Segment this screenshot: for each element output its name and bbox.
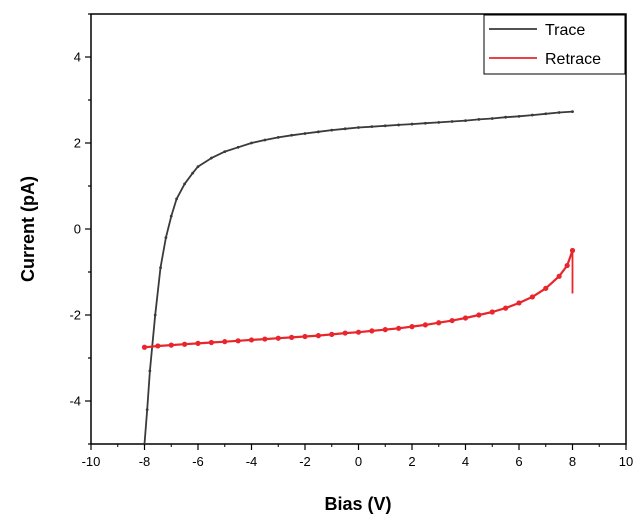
data-point-retrace: [355, 329, 362, 335]
data-point-retrace: [564, 262, 570, 269]
data-point-retrace: [222, 339, 228, 345]
legend-label-retrace: Retrace: [545, 51, 601, 68]
data-point-trace: [530, 113, 534, 117]
x-tick-label: 0: [355, 454, 362, 469]
data-point-retrace: [208, 339, 214, 346]
data-point-retrace: [449, 317, 455, 324]
data-point-retrace: [396, 325, 402, 331]
data-point-retrace: [503, 305, 509, 311]
legend: Trace Retrace: [483, 14, 626, 75]
y-tick-label: 0: [74, 222, 81, 237]
x-tick-label: -8: [139, 454, 151, 469]
y-tick-label: 2: [74, 136, 81, 151]
data-point-retrace: [436, 320, 442, 326]
plot-frame: [90, 13, 627, 445]
data-point-trace: [557, 111, 561, 114]
data-point-retrace: [235, 338, 241, 344]
data-point-trace: [196, 165, 200, 169]
data-point-trace: [263, 138, 267, 142]
data-point-trace: [397, 123, 401, 127]
y-axis-label: Current (pA): [18, 176, 38, 282]
series-line-trace: [143, 110, 573, 445]
data-point-trace: [437, 120, 441, 124]
data-point-retrace: [529, 294, 535, 300]
data-point-trace: [316, 130, 320, 134]
data-point-trace: [159, 266, 162, 270]
data-point-trace: [517, 114, 521, 118]
series-line-retrace: [144, 250, 574, 349]
data-point-retrace: [516, 300, 522, 306]
ticks-layer: -10 -8 -6 -4 -2 0 2 4 6 8 10 -4 -2 0 2 4: [69, 13, 633, 469]
data-point-retrace: [262, 336, 268, 342]
x-tick-label: 2: [408, 454, 415, 469]
x-axis-label: Bias (V): [324, 494, 391, 514]
x-tick-label: -2: [299, 454, 311, 469]
data-point-trace: [464, 119, 467, 123]
data-point-retrace: [462, 315, 469, 321]
data-point-trace: [236, 145, 240, 149]
y-tick-label: -4: [69, 394, 81, 409]
data-point-retrace: [141, 344, 148, 350]
data-point-retrace: [248, 337, 255, 343]
data-point-trace: [175, 197, 179, 201]
data-point-retrace: [422, 322, 428, 328]
data-point-trace: [504, 115, 508, 119]
data-point-retrace: [369, 328, 375, 334]
data-point-trace: [183, 182, 187, 186]
y-tick-label: -2: [69, 308, 81, 323]
data-point-trace: [423, 121, 427, 125]
data-point-trace: [153, 313, 157, 317]
data-point-trace: [223, 150, 227, 154]
x-tick-label: 6: [515, 454, 522, 469]
x-tick-label: 10: [619, 454, 633, 469]
series-layer: [141, 110, 576, 446]
data-point-trace: [148, 369, 152, 373]
x-tick-label: 4: [462, 454, 469, 469]
data-point-retrace: [155, 343, 161, 349]
legend-label-trace: Trace: [545, 22, 585, 39]
legend-box: [483, 14, 626, 75]
data-point-trace: [250, 141, 253, 145]
data-point-retrace: [182, 341, 188, 347]
data-point-trace: [330, 128, 334, 132]
data-point-trace: [544, 112, 548, 116]
data-point-retrace: [382, 327, 388, 333]
data-point-retrace: [329, 331, 335, 337]
data-point-retrace: [556, 273, 562, 279]
data-point-trace: [145, 408, 149, 411]
data-point-retrace: [315, 333, 321, 339]
data-point-trace: [343, 127, 347, 131]
data-point-trace: [164, 236, 168, 240]
data-point-trace: [571, 110, 574, 114]
data-point-trace: [357, 126, 360, 129]
data-point-trace: [209, 156, 213, 160]
data-point-retrace: [543, 285, 549, 291]
data-point-retrace: [168, 342, 174, 348]
data-point-retrace: [302, 333, 308, 340]
data-point-trace: [477, 117, 481, 121]
data-point-retrace: [289, 334, 295, 340]
data-point-trace: [303, 132, 307, 135]
data-point-trace: [290, 133, 294, 137]
data-point-trace: [410, 122, 414, 126]
data-point-retrace: [476, 312, 482, 318]
data-point-retrace: [275, 335, 281, 341]
x-tick-label: -10: [82, 454, 101, 469]
data-point-retrace: [409, 324, 415, 330]
data-point-trace: [450, 120, 454, 123]
data-point-trace: [490, 117, 494, 120]
data-point-trace: [276, 136, 280, 139]
x-tick-label: -4: [246, 454, 258, 469]
data-point-retrace: [489, 309, 495, 315]
x-tick-label: -6: [192, 454, 204, 469]
data-point-trace: [370, 125, 374, 129]
data-point-trace: [383, 124, 387, 128]
data-point-trace: [191, 171, 195, 175]
y-tick-label: 4: [74, 50, 81, 65]
x-tick-label: 8: [569, 454, 576, 469]
data-point-trace: [169, 214, 173, 218]
data-point-retrace: [195, 340, 201, 346]
data-point-retrace: [342, 330, 348, 336]
